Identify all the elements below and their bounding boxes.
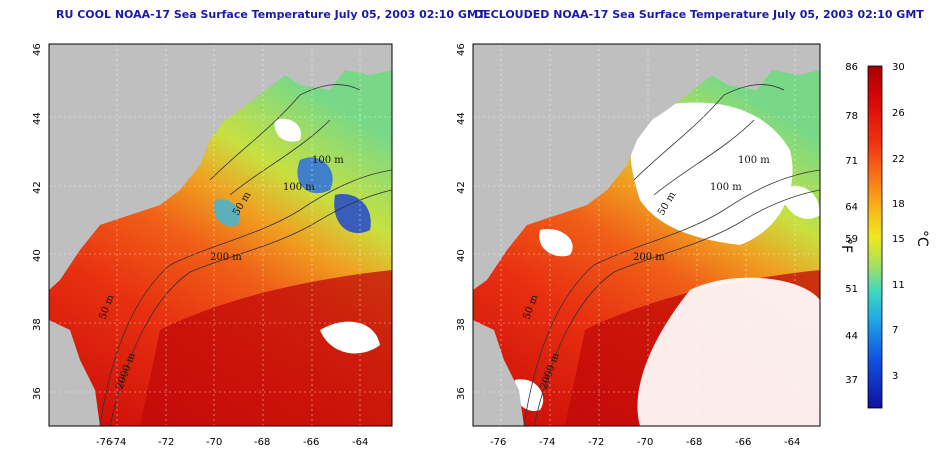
left-x-axis: -76 -74 -72 -70 -68 -66 -64 [96,437,368,448]
contour-label: 100 m [710,182,742,193]
x-tick-label: -68 [254,437,270,448]
lat-lon-grid [49,44,392,426]
fahrenheit-tick: 86 [845,62,858,73]
left-map-title: RU COOL NOAA-17 Sea Surface Temperature … [56,8,486,21]
x-tick-label: -76 [490,437,506,448]
contour-label: 200 m [633,252,665,263]
cloud-mask [637,277,820,426]
right-y-axis: 46 44 42 40 38 36 [456,43,467,400]
y-tick-label: 46 [32,43,43,56]
celsius-tick: 18 [892,199,905,210]
y-tick-label: 40 [32,249,43,262]
fahrenheit-tick: 59 [845,234,858,245]
left-y-axis: 46 44 42 40 38 36 [32,43,43,400]
x-tick-label: -68 [686,437,702,448]
x-tick-label: -64 [784,437,800,448]
fahrenheit-tick: 37 [845,375,858,386]
cloud-mask [780,186,820,219]
cloud-patch [320,321,380,354]
right-x-axis: -76 -74 -72 -70 -68 -66 -64 [490,437,800,448]
y-tick-label: 42 [456,181,467,194]
temperature-colorbar: 86 78 71 64 59 51 44 37 30 26 22 18 15 1… [838,62,930,409]
celsius-unit: °C [914,230,930,247]
celsius-tick: 26 [892,108,905,119]
y-tick-label: 38 [32,318,43,331]
right-sst-map: 100 m 100 m 50 m 200 m 50 m 2000 m [473,44,820,426]
x-tick-label: -72 [158,437,174,448]
celsius-tick: 22 [892,154,905,165]
contour-label: 100 m [312,155,344,166]
fahrenheit-tick: 71 [845,156,858,167]
x-tick-label: -66 [303,437,319,448]
bathymetry-contours [523,84,820,426]
cloud-mask [630,102,793,245]
right-map-title: DECLOUDED NOAA-17 Sea Surface Temperatur… [474,8,924,21]
fahrenheit-tick: 78 [845,111,858,122]
y-tick-label: 36 [456,387,467,400]
bathymetry-contours [99,84,392,426]
y-tick-label: 40 [456,249,467,262]
colorbar-gradient [867,65,883,409]
y-tick-label: 42 [32,181,43,194]
fahrenheit-tick: 51 [845,284,858,295]
contour-label: 100 m [283,182,315,193]
fahrenheit-tick: 44 [845,331,858,342]
left-sst-map: 100 m 100 m 50 m 200 m 50 m 2000 m [49,44,392,426]
cool-patch [214,199,240,227]
cloud-mask [514,379,544,411]
cloud-mask [539,229,573,257]
lat-lon-grid [473,44,820,426]
y-tick-label: 46 [456,43,467,56]
land-mass [49,320,100,426]
land-mass [49,44,392,290]
celsius-tick: 11 [892,280,905,291]
contour-label: 100 m [738,155,770,166]
land-mass [473,320,524,426]
celsius-tick: 3 [892,371,898,382]
x-tick-label: -64 [352,437,368,448]
y-tick-label: 44 [456,112,467,125]
cold-patch [297,157,333,194]
y-tick-label: 44 [32,112,43,125]
y-tick-label: 38 [456,318,467,331]
y-tick-label: 36 [32,387,43,400]
contour-label: 200 m [210,252,242,263]
cloud-patch [274,118,301,142]
cold-patch [334,194,371,234]
fahrenheit-unit: °F [838,238,854,253]
right-map-frame [472,43,821,427]
gulf-stream-core [140,270,392,426]
x-tick-label: -74 [539,437,555,448]
x-tick-label: -76 [96,437,112,448]
x-tick-label: -66 [735,437,751,448]
fahrenheit-tick: 64 [845,202,858,213]
celsius-tick: 15 [892,234,905,245]
celsius-tick: 30 [892,62,905,73]
land-mass [473,44,820,290]
celsius-tick: 7 [892,325,898,336]
x-tick-label: -70 [206,437,222,448]
left-map-frame [48,43,393,427]
x-tick-label: -74 [110,437,126,448]
x-tick-label: -70 [637,437,653,448]
x-tick-label: -72 [588,437,604,448]
